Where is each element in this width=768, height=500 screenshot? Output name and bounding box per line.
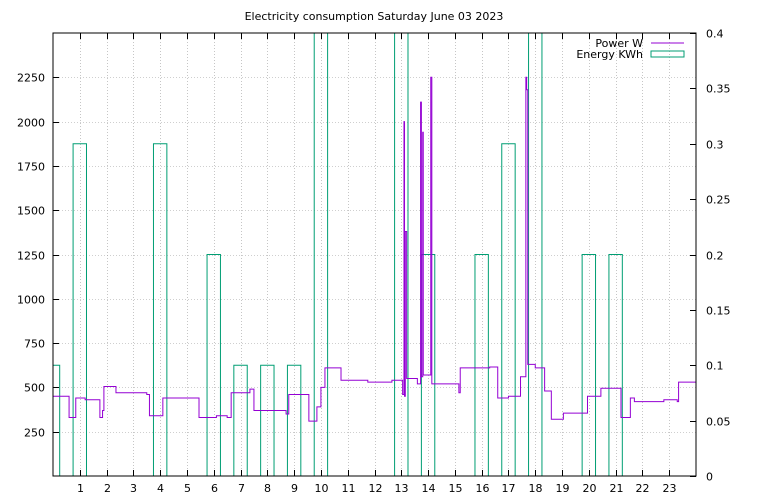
x-tick-label: 8 [264,482,271,495]
legend-label-energy: Energy KWh [576,48,643,61]
y-right-tick-label: 0 [706,471,713,484]
y-left-tick-label: 1500 [17,205,45,218]
plot-frame [52,32,697,477]
series-line-power [53,76,696,422]
x-tick-label: 11 [342,482,356,495]
y-right-tick-label: 0.15 [706,305,731,318]
legend-label-power: Power W [595,37,643,50]
x-tick-label: 9 [291,482,298,495]
legend-swatch-energy [650,50,685,58]
y-left-tick-label: 250 [24,427,45,440]
x-tick-label: 13 [395,482,409,495]
grid-lines [53,33,696,476]
x-tick-label: 7 [238,482,245,495]
x-tick-label: 6 [211,482,218,495]
x-tick-label: 1 [77,482,84,495]
x-tick-label: 14 [422,482,436,495]
y-right-tick-label: 0.4 [706,28,724,41]
y-right-axis-ticks: 0 0.05 0.1 0.15 0.2 0.25 0.3 0.35 0.4 [690,28,731,484]
x-tick-label: 17 [502,482,516,495]
x-tick-label: 4 [157,482,164,495]
x-tick-label: 2 [104,482,111,495]
x-tick-label: 19 [556,482,570,495]
x-tick-label: 18 [529,482,543,495]
y-right-tick-label: 0.35 [706,83,731,96]
x-tick-label: 20 [583,482,597,495]
y-left-tick-label: 750 [24,338,45,351]
series-layer [53,32,696,477]
y-left-tick-label: 500 [24,382,45,395]
y-left-tick-label: 2250 [17,72,45,85]
y-right-tick-label: 0.05 [706,416,731,429]
x-tick-label: 16 [476,482,490,495]
x-tick-label: 22 [636,482,650,495]
x-axis-ticks: 1 2 3 4 5 6 7 8 9 10 11 12 13 14 15 16 17 18 19 20 21 22 23 [77,33,677,495]
x-tick-label: 3 [130,482,137,495]
y-right-tick-label: 0.1 [706,360,724,373]
legend: Power W Energy KWh [576,37,685,61]
x-tick-label: 15 [449,482,463,495]
x-tick-label: 10 [315,482,329,495]
x-tick-label: 21 [610,482,624,495]
y-right-tick-label: 0.25 [706,194,731,207]
y-left-tick-label: 2000 [17,117,45,130]
chart-title: Electricity consumption Saturday June 03… [245,10,504,23]
x-tick-label: 12 [369,482,383,495]
x-tick-label: 5 [184,482,191,495]
y-right-tick-label: 0.3 [706,139,724,152]
x-tick-label: 23 [663,482,677,495]
y-left-tick-label: 1750 [17,161,45,174]
y-left-tick-label: 1250 [17,250,45,263]
y-left-axis-ticks: 250 500 750 1000 1250 1500 1750 2000 2250 [17,72,59,440]
y-left-tick-label: 1000 [17,294,45,307]
series-line-energy [53,32,696,477]
y-right-tick-label: 0.2 [706,250,724,263]
